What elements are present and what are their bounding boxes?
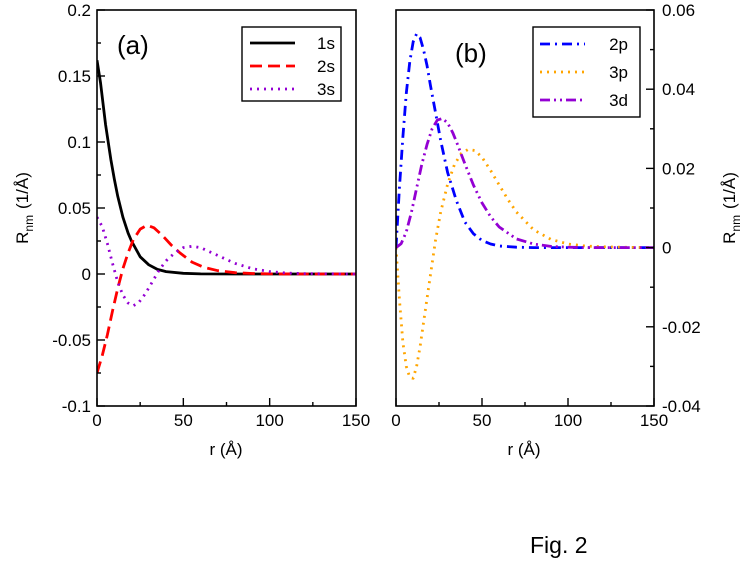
panel-b-ylabel-unit: (1/Å) — [720, 172, 739, 209]
panel-a-ytick-label: 0 — [82, 265, 91, 284]
panel-b-curves — [396, 32, 654, 380]
panel-b: 0 50 100 150-0.04 -0.02 0 0.02 0.04 0.06 (b) r (… — [391, 1, 743, 459]
panel-b-ytick-label: -0.02 — [662, 318, 701, 337]
panel-a-ytick-label: -0.05 — [52, 331, 91, 350]
panel-b-legend: 2p 3p 3d — [532, 26, 641, 118]
panel-b-legend-label-2p: 2p — [609, 35, 628, 54]
panel-b-legend-label-3d: 3d — [609, 91, 628, 110]
panel-b-xtick-label: 0 — [391, 411, 400, 430]
panel-b-xtick-label: 50 — [473, 411, 492, 430]
panel-b-ytick-label: 0.06 — [662, 1, 695, 20]
panel-a-xtick-label: 50 — [174, 411, 193, 430]
panel-a-xtick-label: 0 — [92, 411, 101, 430]
panel-b-series-2p — [396, 32, 654, 249]
panel-b-series-3d — [396, 117, 654, 249]
panel-a-ytick-label: 0.05 — [58, 199, 91, 218]
panel-b-ylabel: Rnm (1/Å) — [720, 172, 743, 244]
panel-b-ylabel-main: R — [720, 232, 739, 244]
panel-b-legend-label-3p: 3p — [609, 63, 628, 82]
panel-a-series-3s — [97, 216, 356, 308]
panel-a-ylabel-main: R — [13, 232, 32, 244]
panel-b-ytick-label: 0.02 — [662, 159, 695, 178]
panel-a-series-1s — [97, 59, 356, 276]
panel-a-legend-label-2s: 2s — [317, 57, 335, 76]
panel-a-ytick-label: 0.15 — [58, 67, 91, 86]
panel-a-curves — [97, 59, 356, 374]
panel-b-ytick-label: -0.04 — [662, 397, 701, 416]
panel-b-ytick-label: 0.04 — [662, 80, 695, 99]
panel-b-ylabel-sub: nm — [729, 215, 743, 232]
panel-a-ytick-label: 0.1 — [67, 133, 91, 152]
panel-b-ticks: 0 50 100 150-0.04 -0.02 0 0.02 0.04 0.06 — [391, 1, 700, 430]
panel-a-xtick-label: 150 — [342, 411, 370, 430]
panel-a-legend-label-3s: 3s — [317, 80, 335, 99]
panel-a-xtick-label: 100 — [255, 411, 283, 430]
panel-a-ticks: 0 50 100 150 -0.1 -0.05 0 0.05 0.1 0.15 0.2 — [52, 1, 370, 430]
panel-b-series-3p — [396, 148, 654, 380]
panel-b-xtick-label: 100 — [554, 411, 582, 430]
panel-a-label: (a) — [117, 30, 149, 60]
panel-a-ytick-label: 0.2 — [67, 1, 91, 20]
panel-a-ylabel: Rnm (1/Å) — [13, 172, 36, 244]
panel-a-ytick-label: -0.1 — [62, 397, 91, 416]
panel-a-legend-label-1s: 1s — [317, 34, 335, 53]
panel-a-ylabel-unit: (1/Å) — [13, 172, 32, 209]
panel-a: 0 50 100 150 -0.1 -0.05 0 0.05 0.1 0.15 0.2 (a) r … — [13, 1, 370, 459]
panel-a-series-2s — [97, 223, 356, 374]
panel-b-legend-box — [532, 26, 641, 118]
figure-caption: Fig. 2 — [530, 532, 588, 558]
panel-b-label: (b) — [455, 38, 487, 68]
panel-a-ylabel-sub: nm — [22, 215, 36, 232]
panel-b-xtick-label: 150 — [640, 411, 668, 430]
panel-b-ytick-label: 0 — [662, 239, 671, 258]
panel-a-legend: 1s 2s 3s — [241, 26, 342, 102]
panel-a-xlabel: r (Å) — [209, 440, 242, 459]
panel-b-xlabel: r (Å) — [507, 440, 540, 459]
